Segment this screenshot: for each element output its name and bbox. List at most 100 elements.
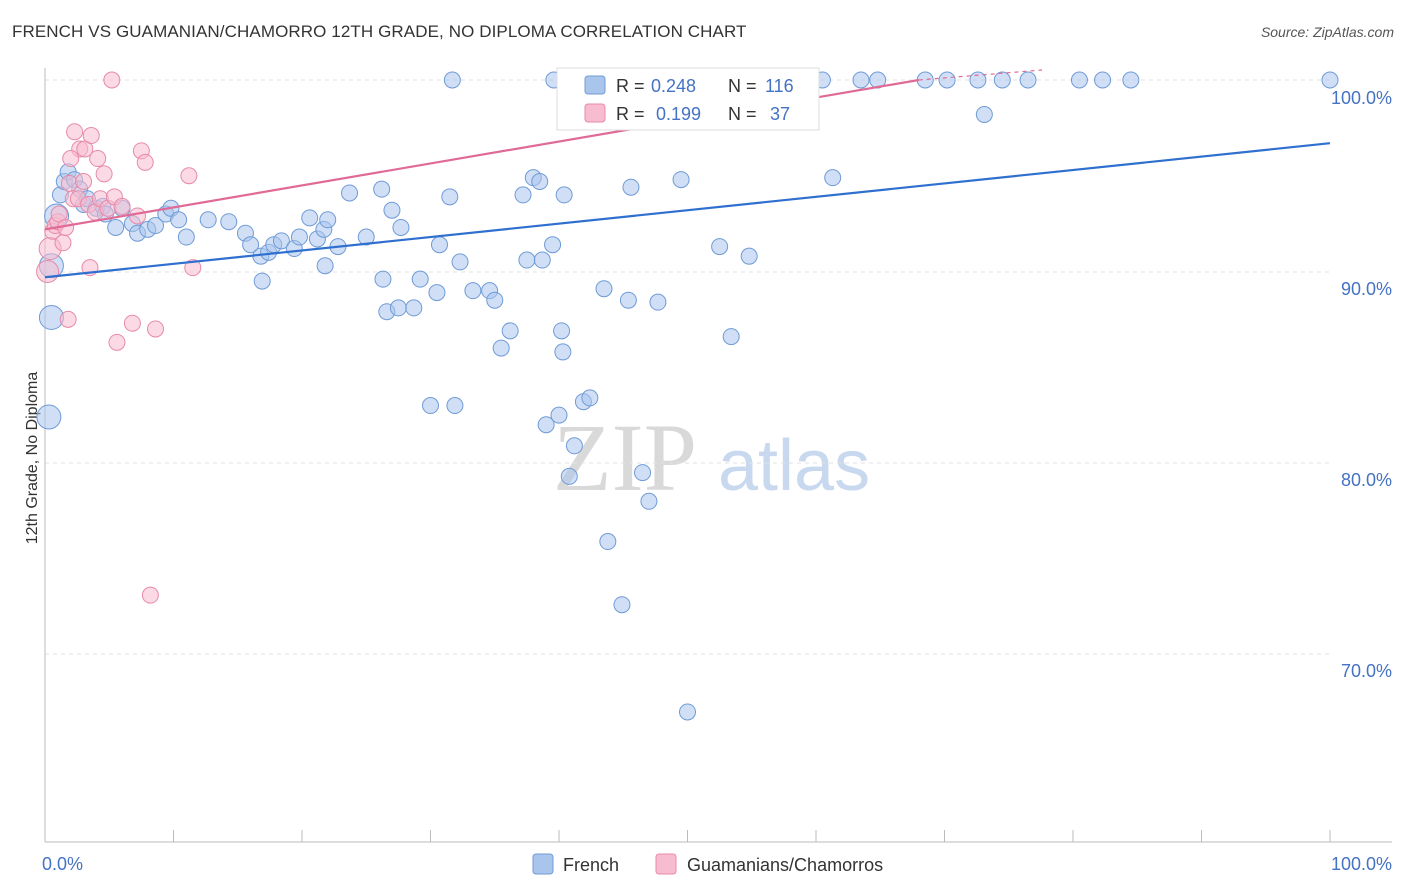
french-point xyxy=(554,343,572,361)
french-point xyxy=(501,322,519,340)
french-point xyxy=(537,416,555,434)
french-point xyxy=(514,186,532,204)
french-point xyxy=(443,71,461,89)
chart-source: Source: ZipAtlas.com xyxy=(1260,24,1394,40)
guamanian-point xyxy=(75,172,93,190)
french-point xyxy=(613,596,631,614)
french-point xyxy=(451,253,469,271)
legend-r-label-french: R = xyxy=(616,76,645,96)
french-point xyxy=(599,533,617,551)
french-point xyxy=(555,186,573,204)
french-point xyxy=(319,211,337,229)
french-point xyxy=(581,389,599,407)
french-point xyxy=(1321,71,1339,89)
french-point xyxy=(38,304,64,330)
x-axis-ticks xyxy=(44,830,1331,842)
french-point xyxy=(711,238,729,256)
french-point xyxy=(389,299,407,317)
french-point xyxy=(383,201,401,219)
y-tick-label-70: 70.0% xyxy=(1341,661,1392,681)
french-trend-line xyxy=(44,142,1331,279)
y-tick-label-90: 90.0% xyxy=(1341,279,1392,299)
french-point xyxy=(560,467,578,485)
guamanian-point xyxy=(123,314,141,332)
guamanian-point xyxy=(82,127,100,145)
guamanian-point xyxy=(89,150,107,168)
french-point xyxy=(1019,71,1037,89)
guamanian-point xyxy=(62,150,80,168)
french-point xyxy=(290,228,308,246)
french-point xyxy=(199,211,217,229)
guamanian-point xyxy=(108,333,126,351)
legend-n-label-guamanian: N = xyxy=(728,104,757,124)
french-point xyxy=(373,180,391,198)
french-point xyxy=(428,284,446,302)
y-axis-title: 12th Grade, No Diploma xyxy=(24,372,41,545)
guamanian-point xyxy=(36,260,60,283)
legend-swatch-french xyxy=(584,75,606,95)
watermark-atlas: atlas xyxy=(718,426,870,506)
french-point xyxy=(649,293,667,311)
legend-r-value-guamanian: 0.199 xyxy=(656,104,701,124)
french-point xyxy=(170,211,188,229)
x-tick-label-max: 100.0% xyxy=(1331,854,1392,874)
guamanian-point xyxy=(180,167,198,185)
french-point xyxy=(341,184,359,202)
french-point xyxy=(672,171,690,189)
french-point xyxy=(486,291,504,309)
legend-n-value-guamanian: 37 xyxy=(770,104,790,124)
guamanian-point xyxy=(184,259,202,277)
guamanian-point xyxy=(60,174,78,192)
legend-swatch-guamanian xyxy=(584,103,606,123)
french-point xyxy=(975,105,993,123)
french-point xyxy=(492,339,510,357)
french-point xyxy=(679,703,696,721)
french-point xyxy=(430,236,448,254)
french-point xyxy=(411,270,429,288)
bottom-legend-label-french: French xyxy=(563,855,619,875)
french-point xyxy=(147,217,165,235)
legend-n-value-french: 116 xyxy=(765,76,794,96)
guamanian-point xyxy=(113,197,131,215)
legend-box: R = 0.248 N = 116 R = 0.199 N = 37 xyxy=(556,67,820,131)
french-point xyxy=(441,188,459,206)
guamanian-point xyxy=(54,234,72,252)
guamanian-point xyxy=(66,123,84,141)
french-point xyxy=(824,169,842,187)
french-point xyxy=(1122,71,1140,89)
french-point xyxy=(1070,71,1088,89)
guamanian-point xyxy=(59,310,77,328)
french-point xyxy=(640,492,658,510)
french-point xyxy=(464,282,482,300)
bottom-legend-label-guamanian: Guamanians/Chamorros xyxy=(687,855,883,875)
french-point xyxy=(301,209,319,227)
watermark-zip: ZIP xyxy=(553,404,697,511)
french-point xyxy=(544,236,562,254)
grid-lines xyxy=(45,79,1332,655)
guamanian-point xyxy=(103,71,121,89)
french-point xyxy=(374,270,392,288)
watermark: ZIP atlas xyxy=(553,404,870,511)
french-point xyxy=(852,71,870,89)
y-tick-label-80: 80.0% xyxy=(1341,470,1392,490)
bottom-legend-swatch-guamanian xyxy=(655,853,677,875)
legend-n-label-french: N = xyxy=(728,76,757,96)
french-point xyxy=(595,280,613,298)
series-guamanian-points xyxy=(36,71,202,604)
french-point xyxy=(619,291,637,309)
french-point xyxy=(36,404,62,430)
french-point xyxy=(740,247,758,265)
french-point xyxy=(446,397,464,415)
french-point xyxy=(553,322,571,340)
guamanian-point xyxy=(147,320,165,338)
french-point xyxy=(405,299,423,317)
french-point xyxy=(533,251,551,269)
french-point xyxy=(316,257,334,275)
french-point xyxy=(531,172,549,190)
guamanian-point xyxy=(129,207,147,225)
french-point xyxy=(993,71,1011,89)
french-point xyxy=(622,178,640,196)
french-point xyxy=(938,71,956,89)
bottom-legend: French Guamanians/Chamorros xyxy=(532,853,883,875)
french-point xyxy=(272,232,290,250)
